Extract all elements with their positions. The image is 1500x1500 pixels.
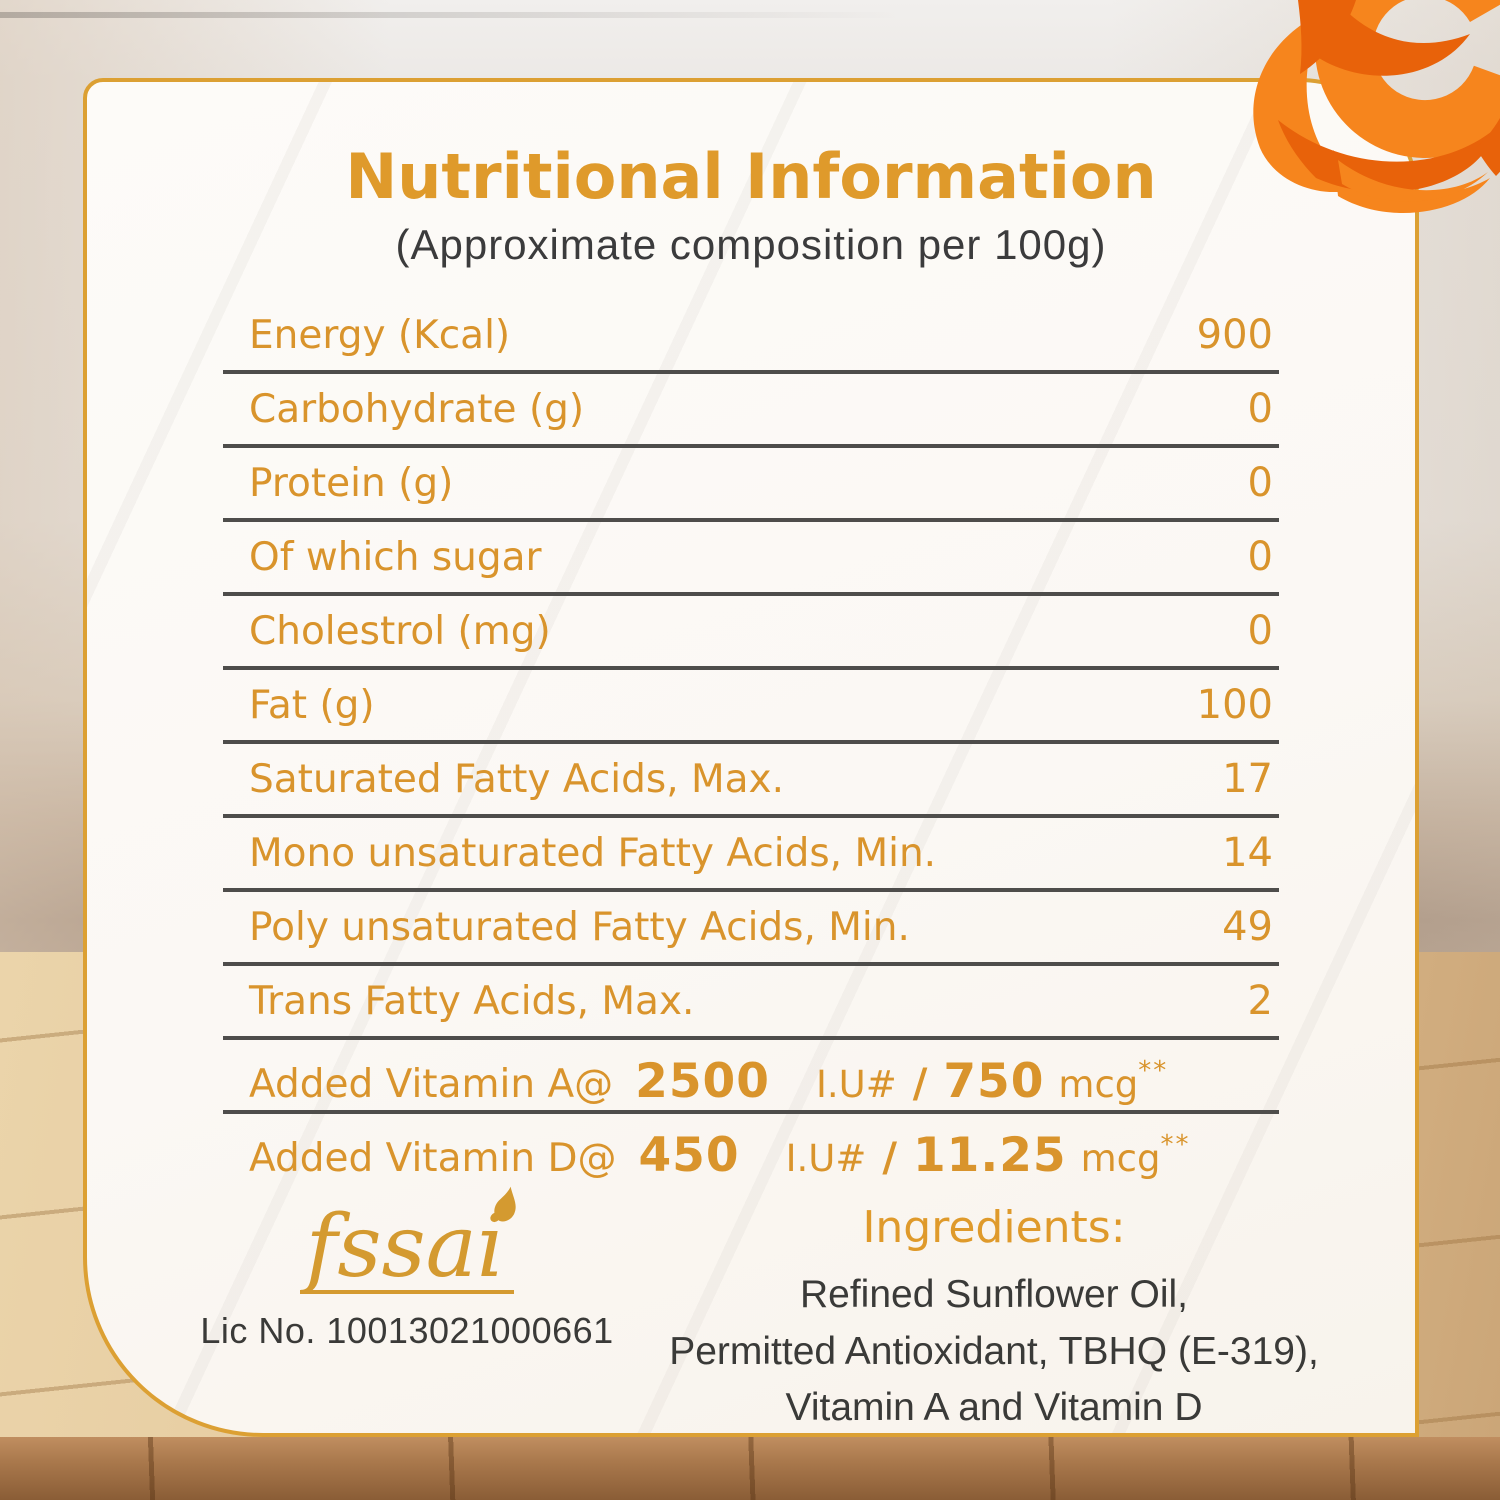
table-row-vitamin-d: Added Vitamin D@ 450 I.U# / 11.25 mcg ** [223, 1114, 1279, 1188]
row-label: Fat (g) [249, 682, 375, 728]
orange-swirl-decoration [1253, 0, 1500, 214]
table-row: Poly unsaturated Fatty Acids, Min. 49 [223, 892, 1279, 966]
row-label: Added Vitamin A@ [249, 1062, 614, 1107]
slash-separator: / [882, 1135, 897, 1181]
row-value: 14 [1222, 830, 1273, 876]
background-shelf-line [0, 12, 900, 18]
row-label: Cholestrol (mg) [249, 608, 551, 654]
label-footer: fssai Lic No. 10013021000661 Ingredients… [87, 1186, 1415, 1433]
ingredients-block: Ingredients: Refined Sunflower Oil, Perm… [627, 1198, 1385, 1433]
vitamin-a-mcg-value: 750 [943, 1054, 1045, 1109]
fssai-flame-icon [494, 1186, 517, 1222]
table-row: Protein (g) 0 [223, 448, 1279, 522]
table-row: Mono unsaturated Fatty Acids, Min. 14 [223, 818, 1279, 892]
row-value: 2 [1247, 978, 1273, 1024]
row-label: Protein (g) [249, 460, 454, 506]
nutrition-table: Energy (Kcal) 900 Carbohydrate (g) 0 Pro… [223, 300, 1279, 1188]
row-value: 49 [1222, 904, 1273, 950]
vitamin-d-iu-value: 450 [638, 1128, 740, 1183]
row-label: Of which sugar [249, 534, 542, 580]
row-label: Mono unsaturated Fatty Acids, Min. [249, 830, 937, 876]
vitamin-d-mcg-unit: mcg [1080, 1137, 1161, 1180]
ingredients-title: Ingredients: [862, 1202, 1126, 1253]
footnote-marker: ** [1138, 1056, 1169, 1086]
table-row: Energy (Kcal) 900 [223, 300, 1279, 374]
vitamin-a-iu-value: 2500 [635, 1054, 770, 1109]
row-value: 17 [1222, 756, 1273, 802]
row-label: Poly unsaturated Fatty Acids, Min. [249, 904, 910, 950]
row-value: 0 [1247, 460, 1273, 506]
table-row: Fat (g) 100 [223, 670, 1279, 744]
vitamin-d-mcg-value: 11.25 [912, 1128, 1067, 1183]
page-title: Nutritional Information [345, 140, 1157, 213]
row-value: 100 [1196, 682, 1273, 728]
ingredients-line: Vitamin A and Vitamin D [785, 1386, 1203, 1430]
vitamin-a-iu-unit: I.U# [815, 1063, 897, 1106]
row-label: Trans Fatty Acids, Max. [249, 978, 695, 1024]
slash-separator: / [912, 1061, 928, 1107]
table-row-vitamin-a: Added Vitamin A@ 2500 I.U# / 750 mcg ** [223, 1040, 1279, 1114]
vitamin-d-iu-unit: I.U# [785, 1137, 867, 1180]
fssai-logo: fssai [299, 1186, 517, 1297]
table-row: Cholestrol (mg) 0 [223, 596, 1279, 670]
row-value: 0 [1247, 386, 1273, 432]
row-value: 0 [1247, 608, 1273, 654]
fssai-logo-text: fssai [305, 1197, 505, 1297]
row-label: Saturated Fatty Acids, Max. [249, 756, 785, 802]
subtitle: (Approximate composition per 100g) [395, 221, 1107, 268]
row-value: 900 [1196, 312, 1273, 358]
table-row: Saturated Fatty Acids, Max. 17 [223, 744, 1279, 818]
row-label: Energy (Kcal) [249, 312, 511, 358]
row-label: Carbohydrate (g) [249, 386, 585, 432]
license-number: Lic No. 10013021000661 [200, 1310, 614, 1351]
vitamin-a-mcg-unit: mcg [1058, 1063, 1139, 1106]
row-value: 0 [1247, 534, 1273, 580]
fssai-logo-block: fssai Lic No. 10013021000661 [187, 1186, 627, 1352]
background-table-edge [0, 1437, 1500, 1500]
ingredients-line: Permitted Antioxidant, TBHQ (E-319), [669, 1329, 1319, 1373]
table-row: Trans Fatty Acids, Max. 2 [223, 966, 1279, 1040]
nutrition-label-card: Nutritional Information (Approximate com… [83, 78, 1419, 1437]
footnote-marker: ** [1160, 1130, 1191, 1160]
ingredients-line: Refined Sunflower Oil, [799, 1273, 1189, 1316]
row-label: Added Vitamin D@ [249, 1136, 617, 1181]
table-row: Carbohydrate (g) 0 [223, 374, 1279, 448]
table-row: Of which sugar 0 [223, 522, 1279, 596]
